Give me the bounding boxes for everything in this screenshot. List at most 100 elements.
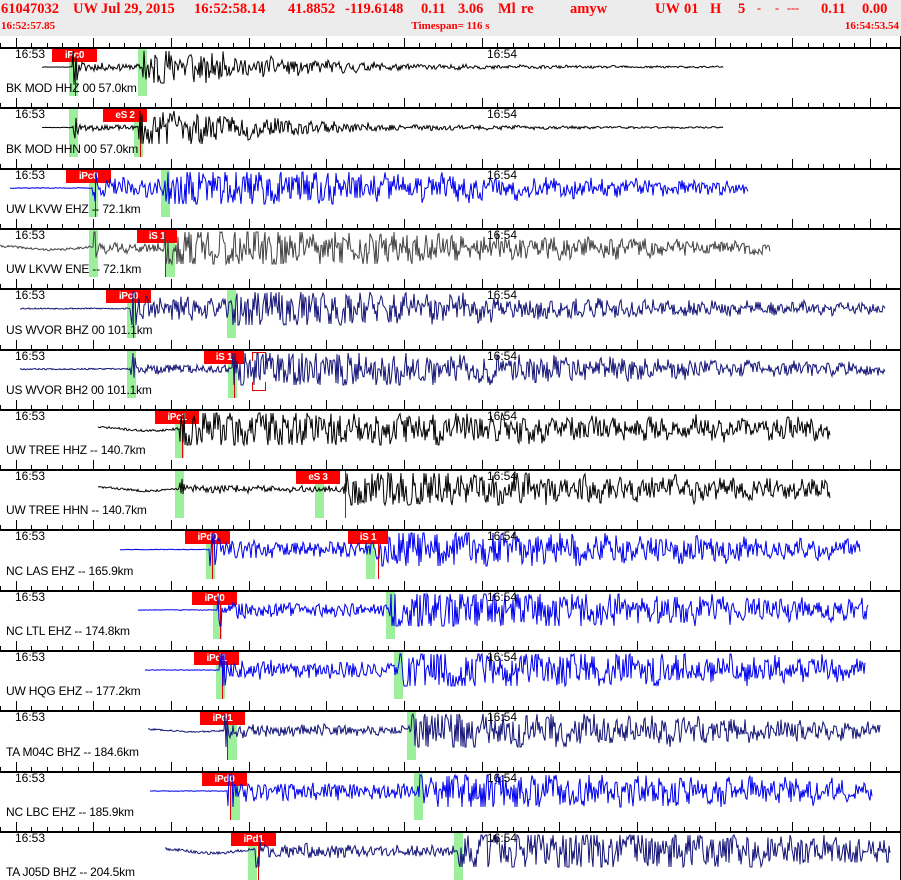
event-loc-source: UW [655, 1, 680, 17]
phase-pick-line[interactable] [220, 592, 221, 639]
waveform-trace[interactable] [0, 579, 901, 639]
axis-time-label-right: 16:54 [487, 107, 518, 121]
phase-pick-label[interactable]: eS 2 [103, 109, 147, 122]
time-axis-ticks [0, 217, 901, 228]
time-axis-ticks [0, 338, 901, 349]
phase-pick-label[interactable]: iPd1 [231, 833, 276, 846]
phase-pick-label[interactable]: iPd0 [202, 773, 247, 786]
trace-row[interactable]: iPd0 iS 1 16:53 16:54 NC LAS EHZ -- 165.9km [0, 518, 901, 579]
phase-pick-label[interactable]: iPc1 [155, 411, 199, 424]
station-channel-label: BK MOD HHZ 00 57.0km [6, 81, 137, 95]
event-nsta: 5 [738, 1, 746, 17]
panel-divider [0, 349, 901, 351]
phase-pick-label[interactable]: eS 3 [296, 471, 340, 484]
event-field-b: - [775, 1, 779, 15]
axis-time-label-right: 16:54 [487, 47, 518, 61]
phase-pick-line[interactable] [258, 833, 259, 880]
time-axis-ticks [0, 820, 901, 831]
waveform-trace[interactable] [0, 277, 901, 338]
axis-time-label-left: 16:53 [15, 469, 46, 483]
trace-row[interactable]: iPc1 16:53 16:54 UW TREE HHZ -- 140.7km [0, 398, 901, 458]
time-axis-ticks [0, 36, 901, 47]
station-channel-label: UW TREE HHN -- 140.7km [6, 503, 147, 517]
timespan-bar: 16:52:57.85 Timespan= 116 s 16:54:53.54 [0, 20, 901, 36]
waveform-trace[interactable] [0, 639, 901, 699]
pick-uncertainty-band [227, 290, 236, 338]
pick-uncertainty-band [228, 712, 237, 760]
trace-row[interactable]: iPd1 16:53 16:54 TA J05D BHZ -- 204.5km [0, 820, 901, 880]
station-channel-label: UW HQG EHZ -- 177.2km [6, 684, 141, 698]
phase-pick-label[interactable]: iPc0 [66, 170, 111, 183]
station-channel-label: BK MOD HHN 00 57.0km [6, 142, 139, 156]
waveform-trace[interactable] [0, 157, 901, 217]
event-network: UW [73, 1, 98, 17]
phase-pick-label[interactable]: iPd1 [194, 652, 239, 665]
trace-row[interactable]: iPc0 16:53 16:54 UW LKVW EHZ -- 72.1km [0, 157, 901, 217]
trace-row[interactable]: iPd0 16:53 16:54 NC LBC EHZ -- 185.9km [0, 760, 901, 820]
phase-pick-label[interactable]: iPd1 [200, 712, 245, 725]
trace-row[interactable]: iPd1 16:53 16:54 TA M04C BHZ -- 184.6km [0, 699, 901, 760]
trace-row[interactable]: eS 3 16:53 16:54 UW TREE HHN -- 140.7km [0, 458, 901, 518]
timespan-label: Timespan= 116 s [411, 20, 490, 32]
phase-pick-line[interactable] [378, 531, 379, 579]
pick-uncertainty-band [248, 833, 257, 880]
window-end-time: 16:54:53.54 [844, 20, 899, 32]
waveform-trace[interactable] [0, 760, 901, 820]
phase-pick-label[interactable]: iS 1 [348, 531, 388, 544]
time-axis-ticks [0, 579, 901, 590]
waveform-trace[interactable] [0, 96, 901, 157]
phase-pick-line[interactable] [227, 712, 228, 760]
axis-time-label-right: 16:54 [487, 771, 518, 785]
trace-row[interactable]: eS 2 16:53 16:54 BK MOD HHN 00 57.0km [0, 96, 901, 157]
window-start-time: 16:52:57.85 [1, 20, 56, 32]
phase-pick-label[interactable]: iPd0 [185, 531, 230, 544]
phase-pick-label[interactable]: iPd0 [192, 592, 237, 605]
waveform-trace[interactable] [0, 398, 901, 458]
waveform-trace[interactable] [0, 338, 901, 398]
axis-time-label-left: 16:53 [15, 349, 46, 363]
phase-pick-label[interactable]: iS 1 [137, 230, 177, 243]
trace-row[interactable]: iPd0 16:53 16:54 NC LTL EHZ -- 174.8km [0, 579, 901, 639]
phase-pick-label[interactable]: iPc0 [106, 290, 151, 303]
waveform-trace[interactable] [0, 699, 901, 760]
axis-time-label-right: 16:54 [487, 469, 518, 483]
panel-divider [0, 168, 901, 170]
panel-divider [0, 590, 901, 592]
event-mag-type: Ml [498, 1, 516, 17]
waveform-trace[interactable] [0, 518, 901, 579]
axis-time-label-left: 16:53 [15, 590, 46, 604]
trace-row[interactable]: iS 1 16:53 16:54 US WVOR BH2 00 101.1km [0, 338, 901, 398]
event-summary-line: 61047032 UW Jul 29, 2015 16:52:58.14 41.… [0, 0, 901, 20]
time-axis-ticks [0, 398, 901, 409]
phase-pick-line[interactable] [230, 773, 231, 820]
panel-divider [0, 469, 901, 471]
phase-pick-line[interactable] [133, 290, 134, 338]
pick-uncertainty-band [216, 652, 225, 699]
panel-divider [0, 228, 901, 230]
waveform-trace[interactable] [0, 458, 901, 518]
pick-uncertainty-band [89, 230, 98, 277]
trace-row[interactable]: iPc0 16:53 16:54 US WVOR BHZ 00 101.1km [0, 277, 901, 338]
event-version: 01 [684, 1, 699, 17]
axis-time-label-right: 16:54 [487, 710, 518, 724]
pick-uncertainty-band [127, 290, 136, 338]
waveform-trace[interactable] [0, 36, 901, 96]
panel-divider [0, 47, 901, 49]
axis-time-label-left: 16:53 [15, 47, 46, 61]
trace-row[interactable]: iPd1 16:53 16:54 UW HQG EHZ -- 177.2km [0, 639, 901, 699]
phase-pick-line[interactable] [75, 49, 76, 96]
phase-pick-label[interactable]: iPc0 [52, 49, 97, 62]
phase-pick-line[interactable] [345, 471, 346, 518]
waveform-trace[interactable] [0, 217, 901, 277]
pick-uncertainty-band [175, 471, 184, 518]
event-author: amyw [570, 1, 608, 17]
trace-row[interactable]: iPc0 16:53 16:54 BK MOD HHZ 00 57.0km [0, 36, 901, 96]
phase-pick-line[interactable] [212, 531, 213, 579]
station-channel-label: US WVOR BH2 00 101.1km [6, 383, 152, 397]
station-channel-label: UW TREE HHZ -- 140.7km [6, 443, 146, 457]
phase-pick-label[interactable]: iS 1 [204, 351, 244, 364]
time-axis-ticks [0, 699, 901, 710]
trace-row[interactable]: iS 1 16:53 16:54 UW LKVW ENE -- 72.1km [0, 217, 901, 277]
waveform-trace[interactable] [0, 820, 901, 880]
